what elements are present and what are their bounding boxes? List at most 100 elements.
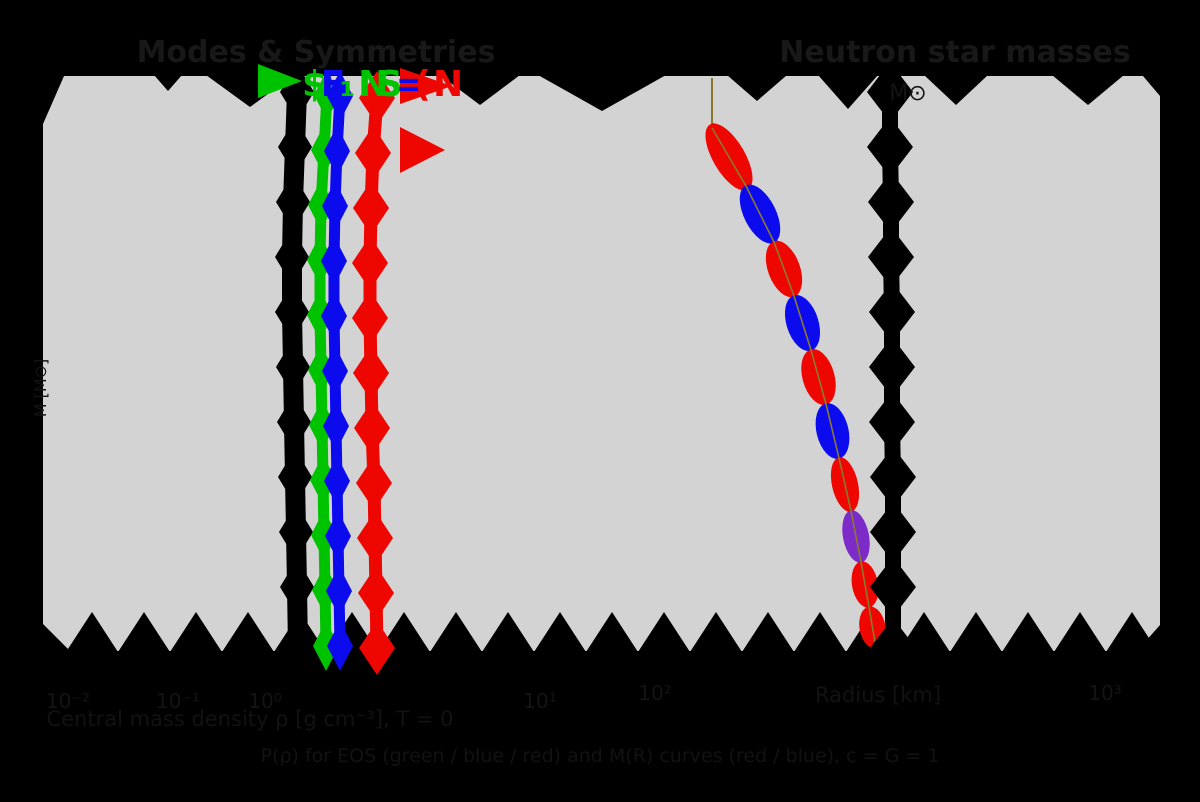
- marker-diamond-eos-red: [359, 71, 395, 125]
- legend-glyph: F: [321, 64, 346, 105]
- marker-diamond-axis-chain-black: [279, 504, 313, 560]
- label-tick-1: 10⁻²: [46, 689, 90, 713]
- marker-diamond-axis-chain-black: [278, 449, 312, 505]
- label-tick-4: 10¹: [523, 689, 556, 713]
- legend-glyph: N: [358, 64, 388, 105]
- marker-diamond-axis-chain-black-right: [869, 282, 915, 342]
- marker-diamond-eos-green: [312, 565, 338, 615]
- legend-glyph: (: [414, 64, 430, 105]
- marker-diamond-axis-chain-black-right: [869, 392, 915, 452]
- legend-glyph: ₁: [339, 64, 355, 105]
- bottom-tick-zigzag: [118, 612, 170, 652]
- bottom-tick-zigzag: [430, 612, 482, 652]
- marker-diamond-axis-chain-black: [275, 284, 309, 340]
- marker-diamond-eos-green: [308, 345, 334, 395]
- legend-glyph: N: [433, 64, 463, 105]
- bottom-tick-zigzag: [742, 612, 794, 652]
- bottom-tick-zigzag: [222, 612, 274, 652]
- marker-triangle-red-flag-marker: [400, 127, 445, 173]
- label-ylabel-left: M [M⊙]: [31, 359, 50, 418]
- marker-diamond-eos-blue: [324, 456, 350, 506]
- marker-diamond-eos-red: [352, 291, 388, 345]
- marker-diamond-eos-blue: [322, 181, 348, 231]
- label-tick-3: 10⁰: [248, 689, 281, 713]
- marker-diamond-eos-blue: [321, 291, 347, 341]
- marker-diamond-eos-green: [309, 400, 335, 450]
- top-notch: [1052, 75, 1124, 105]
- marker-diamond-axis-chain-black: [275, 229, 309, 285]
- marker-diamond-axis-chain-black: [281, 620, 315, 676]
- marker-diamond-eos-blue: [324, 126, 350, 176]
- marker-diamond-axis-chain-black-right: [867, 62, 913, 122]
- marker-diamond-eos-red: [352, 236, 388, 290]
- legend-glyph: S: [377, 64, 403, 105]
- bottom-tick-zigzag: [482, 612, 534, 652]
- marker-diamond-axis-chain-black-right: [870, 557, 916, 617]
- marker-diamond-axis-chain-black-right: [869, 337, 915, 397]
- bottom-tick-zigzag: [794, 612, 846, 652]
- marker-diamond-eos-red: [358, 566, 394, 620]
- marker-diamond-eos-green: [313, 621, 339, 671]
- marker-diamond-eos-red: [355, 126, 391, 180]
- legend-glyph: =: [396, 64, 426, 105]
- top-notch: [818, 75, 878, 109]
- bottom-tick-zigzag: [66, 612, 118, 652]
- label-tick-5: 10²: [638, 681, 671, 705]
- legend-wedge-red: [400, 68, 452, 104]
- legend-glyph: $: [302, 64, 327, 105]
- top-notch: [727, 75, 787, 101]
- marker-diamond-axis-chain-black-right: [870, 618, 916, 678]
- marker-diamond-axis-chain-black: [278, 119, 312, 175]
- marker-diamond-eos-green: [308, 180, 334, 230]
- marker-diamond-eos-red: [356, 456, 392, 510]
- marker-diamond-eos-red: [354, 401, 390, 455]
- top-notch: [538, 75, 666, 111]
- label-xlabel-mid: Radius [km]: [815, 683, 941, 707]
- plot-panel: [43, 76, 1160, 651]
- marker-diamond-axis-chain-black-right: [867, 117, 913, 177]
- marker-diamond-eos-blue: [323, 401, 349, 451]
- marker-diamond-eos-red: [359, 621, 395, 675]
- bottom-tick-zigzag: [534, 612, 586, 652]
- marker-diamond-eos-blue: [322, 346, 348, 396]
- bottom-tick-zigzag: [638, 612, 690, 652]
- mr-centerline-olive: [711, 127, 877, 649]
- label-caption: P(ρ) for EOS (green / blue / red) and M(…: [261, 745, 940, 767]
- marker-diamond-eos-blue: [325, 511, 351, 561]
- marker-diamond-axis-chain-black: [280, 559, 314, 615]
- label-right-subtitle: M⊙: [889, 81, 926, 106]
- marker-diamond-axis-chain-black-right: [870, 447, 916, 507]
- label-tick-2: 10⁻¹: [156, 689, 200, 713]
- legend-wedge-green: [258, 64, 302, 98]
- marker-diamond-eos-blue: [321, 236, 347, 286]
- label-tick-6: 10³: [1088, 681, 1121, 705]
- top-notch: [440, 75, 520, 105]
- marker-diamond-eos-red: [353, 181, 389, 235]
- bottom-tick-zigzag: [1002, 612, 1054, 652]
- bottom-tick-zigzag: [586, 612, 638, 652]
- bottom-tick-zigzag: [690, 612, 742, 652]
- marker-diamond-axis-chain-black: [276, 174, 310, 230]
- marker-diamond-eos-red: [353, 346, 389, 400]
- top-notch: [924, 75, 988, 105]
- marker-diamond-eos-blue: [327, 621, 353, 671]
- marker-diamond-eos-green: [307, 290, 333, 340]
- label-left-title: Modes & Symmetries: [137, 35, 496, 70]
- marker-diamond-axis-chain-black-right: [870, 502, 916, 562]
- marker-diamond-eos-green: [311, 510, 337, 560]
- bottom-tick-zigzag: [1054, 612, 1106, 652]
- bottom-tick-zigzag: [950, 612, 1002, 652]
- marker-diamond-axis-chain-black-right: [868, 172, 914, 232]
- marker-diamond-axis-chain-black-right: [868, 227, 914, 287]
- marker-diamond-eos-green: [307, 235, 333, 285]
- marker-diamond-axis-chain-black: [276, 339, 310, 395]
- top-notch: [154, 75, 182, 91]
- marker-diamond-eos-blue: [326, 566, 352, 616]
- bottom-tick-zigzag: [1106, 612, 1158, 652]
- marker-diamond-eos-green: [310, 455, 336, 505]
- label-right-title: Neutron star masses: [779, 35, 1130, 70]
- marker-diamond-axis-chain-black: [277, 394, 311, 450]
- marker-diamond-eos-blue: [327, 71, 353, 121]
